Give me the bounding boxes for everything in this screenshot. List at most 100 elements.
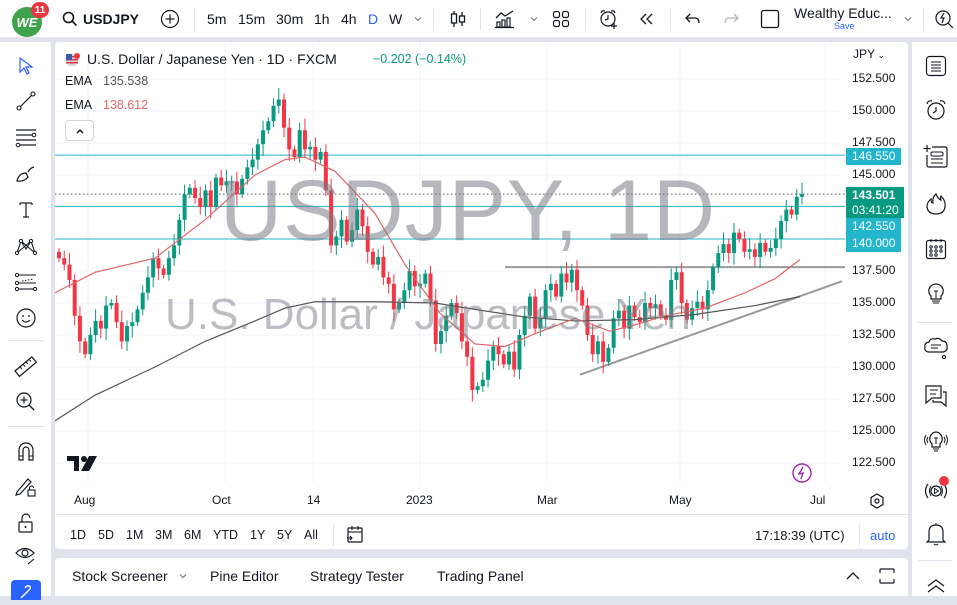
range-5d[interactable]: 5D [98,528,114,542]
range-3m[interactable]: 3M [155,528,173,542]
range-ytd[interactable]: YTD [213,528,238,542]
time-label-may: May [669,493,692,507]
redo-button[interactable] [722,0,740,38]
watchlist-button[interactable] [922,52,950,80]
price-chart[interactable] [55,42,908,549]
goto-date-icon[interactable] [345,524,365,544]
timeframe-dropdown[interactable] [413,0,423,38]
ema-1-label[interactable]: EMA [65,74,93,88]
separator [8,426,44,427]
cursor-tool[interactable] [12,52,40,80]
timeframe-d[interactable]: D [368,11,379,27]
icon-tool[interactable] [12,304,40,332]
auto-scale-button[interactable]: auto [870,528,896,543]
timeframe-4h[interactable]: 4h [341,11,357,27]
tab-stock-screener[interactable]: Stock Screener [72,568,188,584]
range-6m[interactable]: 6M [184,528,202,542]
separator [585,8,586,30]
range-all[interactable]: All [304,528,318,542]
notifications-button[interactable] [922,520,950,548]
currency-label: JPY [853,47,876,61]
replay-button[interactable] [638,0,656,38]
streams-button[interactable] [922,428,950,456]
hide-drawings-tool[interactable] [12,542,40,570]
measure-tool[interactable] [12,353,40,381]
separator [670,8,671,30]
layout-grid-button[interactable] [552,0,570,38]
layout-save-link[interactable]: Save [834,21,855,31]
timeframe-5m[interactable]: 5m [207,11,227,27]
timeframe-1h[interactable]: 1h [314,11,330,27]
separator [55,514,908,515]
live-streams-button[interactable] [922,476,950,504]
chevron-down-icon [414,17,422,22]
layout-dropdown[interactable] [903,0,913,38]
thought-bubble-icon [924,337,948,359]
magnet-tool[interactable] [12,438,40,466]
range-1y[interactable]: 1Y [250,528,266,542]
zoom-in-icon [16,392,35,411]
utc-clock[interactable]: 17:18:39 (UTC) [755,528,845,543]
fullscreen-toggle[interactable] [760,0,780,38]
range-5y[interactable]: 5Y [277,528,293,542]
prediction-tool[interactable] [12,268,40,296]
currency-selector[interactable]: JPY ⌄ [853,47,885,61]
chevron-up-icon[interactable] [845,570,861,582]
brush-tool[interactable] [12,160,40,188]
tab-pine-editor[interactable]: Pine Editor [210,568,279,584]
timeframe-30m[interactable]: 30m [276,11,304,27]
timeframe-15m[interactable]: 15m [238,11,266,27]
level-tag-142-550: 142.550 [846,218,901,235]
hotlists-button[interactable] [922,190,950,218]
link-tool-button[interactable] [11,580,41,600]
minds-button[interactable] [922,334,950,362]
layout-name[interactable]: Wealthy Educ... [794,5,892,21]
zoom-in-tool[interactable] [12,388,40,416]
magnet-icon [18,442,34,461]
symbol-title[interactable]: U.S. Dollar / Japanese Yen · 1D · FXCM [87,51,337,67]
chats-button[interactable] [922,382,950,410]
ema-2-label[interactable]: EMA [65,98,93,112]
last-price: 143.501 [852,188,896,202]
create-alert-button[interactable] [598,0,620,38]
ideas-button[interactable] [922,280,950,308]
tab-trading-panel[interactable]: Trading Panel [437,568,524,584]
compare-symbol-button[interactable] [160,0,180,38]
fib-tool[interactable] [12,124,40,152]
lock-all-tool[interactable] [12,509,40,537]
price-tick: 135.000 [852,295,896,309]
timeframe-w[interactable]: W [389,11,403,27]
lightning-icon[interactable] [791,462,813,484]
quick-search-button[interactable] [934,0,956,38]
chart-settings-icon[interactable] [869,493,885,509]
chart-pane[interactable]: USDJPY, 1D U.S. Dollar / Japanese Yen U.… [55,42,908,549]
level-tag-140-000: 140.000 [846,235,901,252]
trend-line-tool[interactable] [12,87,40,115]
flame-icon [926,193,946,215]
pattern-tool[interactable] [12,232,40,260]
text-tool[interactable] [12,196,40,224]
expand-sidebar-button[interactable] [922,570,950,598]
alerts-button[interactable] [922,96,950,124]
symbol-label: USDJPY [83,11,140,27]
data-window-button[interactable] [922,142,950,170]
undo-button[interactable] [684,0,702,38]
ruler-icon [14,356,38,378]
chart-type-button[interactable] [449,0,467,38]
range-1m[interactable]: 1M [126,528,144,542]
separator [8,340,44,341]
tab-strategy-tester[interactable]: Strategy Tester [310,568,404,584]
lock-drawings-tool[interactable] [12,473,40,501]
pattern-icon [14,238,38,256]
indicators-button[interactable] [494,0,516,38]
tradingview-logo-icon[interactable] [67,456,99,472]
price-tick: 152.500 [852,71,896,85]
calendar-button[interactable] [922,235,950,263]
collapse-legend-button[interactable] [65,120,94,141]
indicators-dropdown[interactable] [529,0,539,38]
range-1d[interactable]: 1D [70,528,86,542]
symbol-search-button[interactable]: USDJPY [62,0,139,38]
grid-icon [552,10,570,28]
maximize-panel-icon[interactable] [878,567,896,585]
alarm-clock-icon [926,100,946,120]
